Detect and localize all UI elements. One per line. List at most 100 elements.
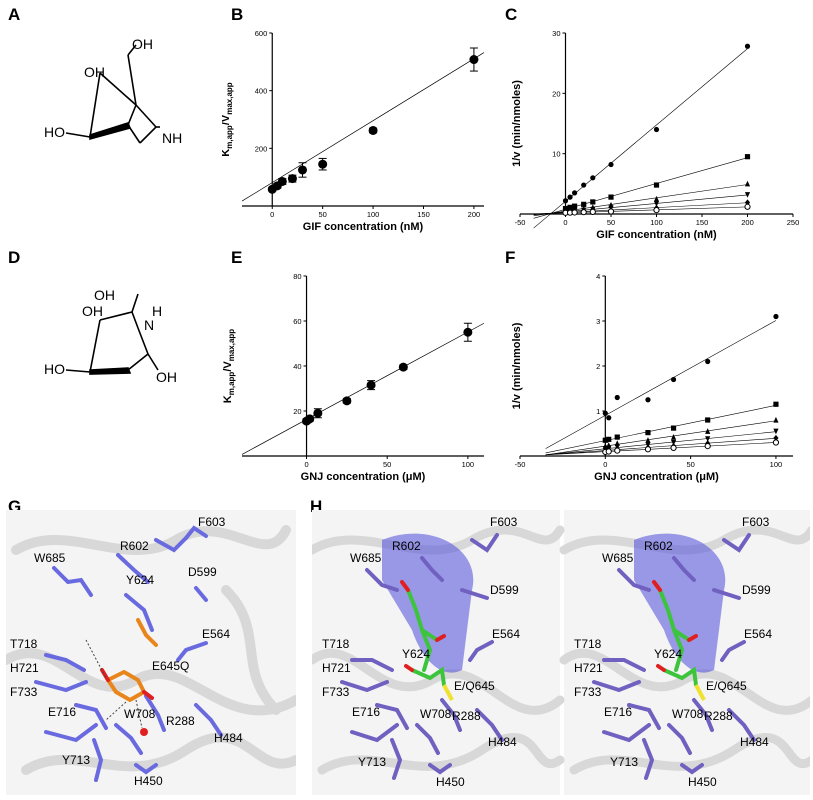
data-point	[653, 201, 660, 207]
x-tick-label: 50	[383, 460, 391, 469]
panel-label-f: F	[505, 248, 516, 267]
data-point	[313, 408, 323, 418]
x-tick-label: 100	[650, 218, 663, 227]
data-point	[368, 125, 378, 135]
residue-label: Y713	[610, 755, 638, 769]
panel-label-d: D	[8, 248, 21, 267]
x-tick-label: 100	[462, 460, 475, 469]
x-axis-label: GIF concentration (nM)	[596, 229, 717, 241]
residue-label: W708	[420, 707, 452, 721]
data-point	[614, 434, 620, 440]
residue-label: E564	[202, 627, 230, 641]
data-point	[705, 428, 711, 434]
residue-label: W685	[602, 551, 634, 565]
mol-d-oh-right: OH	[156, 369, 177, 385]
data-point	[744, 192, 751, 198]
y-tick-label: 20	[293, 407, 301, 416]
y-tick-label: 2	[596, 362, 600, 371]
residue-label: R288	[704, 709, 733, 723]
data-point	[606, 436, 612, 442]
data-point	[602, 437, 608, 443]
data-point	[645, 437, 651, 443]
x-tick-label: 200	[468, 210, 481, 219]
data-point	[398, 362, 408, 372]
residue-label: H450	[436, 775, 465, 789]
data-point	[606, 415, 612, 421]
data-point	[590, 199, 596, 205]
x-tick-label: 0	[603, 460, 607, 469]
series-fit-line	[545, 437, 776, 456]
binding-surface	[634, 533, 726, 673]
residue-label: H450	[688, 775, 717, 789]
chart-f: -50 0 50 100 1 2 3 4 GNJ concentration (μM) 1/v (…	[511, 272, 793, 483]
y-tick-label: 40	[293, 362, 301, 371]
x-axis-label: GNJ concentration (μM)	[594, 471, 719, 483]
mol-a-nh: NH	[162, 130, 182, 146]
mol-d-h: H	[152, 303, 162, 319]
series-fit-line	[545, 420, 776, 456]
residue-label: E716	[352, 705, 380, 719]
x-tick-label: 150	[696, 218, 709, 227]
data-point	[590, 175, 596, 181]
chart-e: 0 50 100 20 40 60 80 GNJ concentration (μM) Km,a…	[222, 272, 485, 483]
residue-label: H484	[488, 735, 517, 749]
fit-line	[241, 322, 485, 455]
y-axis-label: Km,app/Vmax,app	[222, 329, 236, 403]
residue-label: F603	[742, 515, 770, 529]
data-point	[572, 190, 578, 196]
residue-label: W708	[124, 707, 156, 721]
data-point	[607, 208, 615, 215]
residue-label: H484	[740, 735, 769, 749]
x-tick-label: 50	[686, 460, 694, 469]
y-axis-label: Km,app/Vmax,app	[222, 82, 234, 156]
mol-a-oh-top: OH	[132, 36, 153, 52]
mol-a-oh-left: OH	[84, 64, 105, 80]
residue-label: E716	[604, 705, 632, 719]
residue-label: F603	[490, 515, 518, 529]
data-point	[772, 439, 780, 446]
residue-label: W685	[350, 551, 382, 565]
y-tick-label: 80	[293, 272, 301, 281]
y-tick-label: 200	[255, 144, 268, 153]
data-point	[670, 444, 677, 451]
data-point	[567, 194, 573, 200]
data-point	[773, 313, 779, 320]
data-point	[744, 154, 751, 160]
data-point	[581, 201, 587, 207]
data-point	[614, 394, 620, 401]
data-point	[580, 209, 587, 216]
mol-d-n: N	[144, 317, 154, 333]
residue-label: F733	[10, 685, 38, 699]
x-tick-label: 200	[741, 218, 754, 227]
residue-label: Y624	[402, 647, 430, 661]
panel-label-e: E	[231, 248, 243, 267]
binding-surface	[382, 533, 474, 673]
residue-label: E564	[492, 627, 520, 641]
series-fit-line	[545, 405, 776, 454]
data-point	[653, 206, 660, 214]
molecule-d: OH OH HO N H OH	[44, 287, 177, 385]
mol-d-ho: HO	[44, 361, 65, 377]
series-fit-line	[545, 320, 777, 449]
residue-label: E/Q645	[706, 679, 747, 693]
fit-line	[241, 52, 485, 202]
residue-label: F733	[574, 685, 602, 699]
x-tick-label: 0	[270, 210, 274, 219]
x-tick-label: 250	[787, 218, 800, 227]
data-point	[744, 180, 751, 187]
residue-label: R602	[644, 539, 673, 553]
data-point	[744, 43, 751, 49]
y-tick-label: 3	[596, 317, 600, 326]
data-point	[562, 198, 569, 204]
residue-label: T718	[322, 637, 350, 651]
data-point	[602, 410, 608, 416]
residue-label: R602	[120, 539, 149, 553]
y-tick-label: 600	[255, 29, 268, 38]
residue-label: Y713	[62, 753, 90, 767]
y-tick-label: 4	[596, 272, 600, 281]
x-tick-label: 100	[367, 210, 380, 219]
data-point	[670, 439, 677, 446]
data-point	[705, 417, 711, 423]
data-point	[614, 447, 621, 454]
y-tick-label: 30	[552, 29, 560, 38]
